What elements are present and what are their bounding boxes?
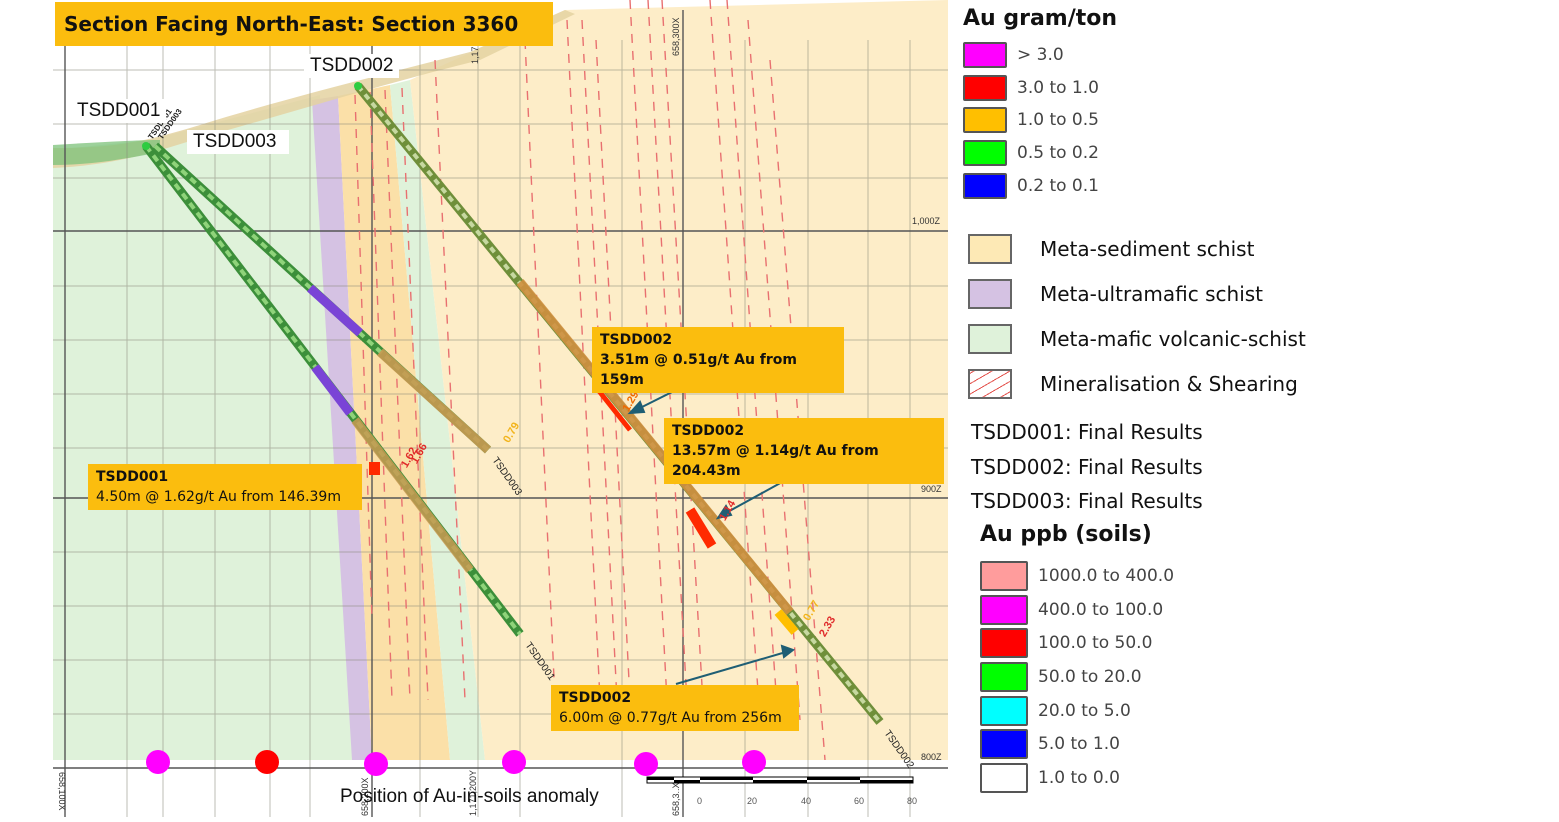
soil-point [146,750,170,774]
cross-section-view: 1.29 1.62 1.66 0.79 1.14 0.77 2.33 TSDD0… [53,0,948,817]
svg-text:80: 80 [907,796,917,806]
scale-bar: 0 20 40 60 80 [646,776,917,806]
swatch-blue [980,729,1028,760]
swatch-meta-mafic [968,323,1012,354]
legend-item: 0.2 to 0.1 [963,169,1117,202]
intercept-callout: TSDD002 3.51m @ 0.51g/t Au from 159m [592,327,844,393]
swatch-orange [963,107,1007,134]
final-results-item: TSDD001: Final Results [971,420,1203,444]
final-results-list: TSDD001: Final Results TSDD002: Final Re… [971,415,1203,519]
soil-point [255,750,279,774]
legend-item: 1.0 to 0.5 [963,104,1117,137]
northing-label: 1,171,200Y [468,770,478,816]
swatch-meta-ultramafic [968,278,1012,309]
drillhole-tsdd001 [142,143,524,637]
legend-title: Au gram/ton [963,6,1118,31]
callout-intercept: 6.00m @ 0.77g/t Au from 256m [559,710,782,726]
collar-label-tsdd002: TSDD002 [304,54,400,78]
swatch-pink [980,560,1028,591]
soil-point [502,750,526,774]
legend-item: Meta-ultramafic schist [968,271,1306,316]
swatch-red [980,628,1028,659]
svg-text:60: 60 [854,796,864,806]
easting-label: 658,100X [57,772,67,811]
final-results-item: TSDD002: Final Results [971,454,1203,479]
intercept-callout: TSDD002 13.57m @ 1.14g/t Au from 204.43m [664,418,944,484]
section-graphic: 1.29 1.62 1.66 0.79 1.14 0.77 2.33 TSDD0… [53,0,948,817]
meta-sediment-strip [338,85,450,760]
elevation-label: 900Z [921,484,942,494]
legend-item: 20.0 to 5.0 [980,694,1174,728]
swatch-mineralisation-hatch [968,368,1012,399]
collar-label-tsdd003: TSDD003 [187,130,289,154]
callout-intercept: 4.50m @ 1.62g/t Au from 146.39m [96,489,341,505]
green-surface-band [53,140,160,165]
legend-au-grade: Au gram/ton > 3.0 3.0 to 1.0 1.0 to 0.5 … [963,6,1117,202]
easting-label: 658,300X [671,17,681,56]
callout-hole: TSDD002 [600,332,673,348]
easting-label: 658,200X [360,777,370,816]
callout-intercept: 13.57m @ 1.14g/t Au from 204.43m [672,443,879,479]
intercept-callout: TSDD001 4.50m @ 1.62g/t Au from 146.39m [88,464,362,510]
svg-text:40: 40 [801,796,811,806]
elevation-label: 800Z [921,752,942,762]
easting-label: 658,3..X [671,782,681,816]
legend-item: 3.0 to 1.0 [963,72,1117,105]
final-results-item: TSDD003: Final Results [971,489,1203,513]
legend-item: 1000.0 to 400.0 [980,559,1174,593]
assay-high-grade [369,462,380,475]
swatch-cyan [980,695,1028,726]
legend-soils: Au ppb (soils) 1000.0 to 400.0 400.0 to … [980,522,1174,795]
soil-point [634,752,658,776]
legend-item: Meta-sediment schist [968,226,1306,271]
meta-ultramafic-zone [312,96,372,760]
legend-item: Meta-mafic volcanic-schist [968,316,1306,361]
swatch-green [963,140,1007,167]
swatch-meta-sediment [968,233,1012,264]
swatch-red [963,74,1007,101]
grid-lines [53,40,948,817]
collar-label-tsdd001: TSDD001 [71,99,167,123]
callout-hole: TSDD002 [672,423,745,439]
callout-intercept: 3.51m @ 0.51g/t Au from 159m [600,352,797,388]
callout-hole: TSDD002 [559,690,632,706]
swatch-magenta [980,594,1028,625]
legend-item: 400.0 to 100.0 [980,593,1174,627]
soils-anomaly-caption: Position of Au-in-soils anomaly [340,786,599,807]
swatch-blue [963,172,1007,199]
meta-mafic-zone-middle [390,80,485,760]
legend-item: 100.0 to 50.0 [980,626,1174,660]
swatch-magenta [963,42,1007,69]
legend-item: 50.0 to 20.0 [980,660,1174,694]
legend-item: 1.0 to 0.0 [980,761,1174,795]
legend-item: 0.5 to 0.2 [963,137,1117,170]
elevation-label: 1,000Z [912,216,941,226]
legend-title: Au ppb (soils) [980,522,1152,547]
callout-hole: TSDD001 [96,469,169,485]
drillhole-tsdd003 [151,142,492,454]
legend-item: Mineralisation & Shearing [968,361,1306,406]
legend-item: 5.0 to 1.0 [980,727,1174,761]
northing-label: 1,17 [470,46,480,64]
legend-geology: Meta-sediment schist Meta-ultramafic sch… [968,226,1306,406]
svg-text:20: 20 [747,796,757,806]
swatch-white [980,762,1028,793]
intercept-callout: TSDD002 6.00m @ 0.77g/t Au from 256m [551,685,799,731]
soil-point [364,752,388,776]
svg-text:0: 0 [697,796,702,806]
swatch-green [980,661,1028,692]
soil-anomaly-points [146,750,766,776]
section-title: Section Facing North-East: Section 3360 [55,2,553,46]
legend-item: > 3.0 [963,39,1117,72]
soil-point [742,750,766,774]
drillhole-tsdd002 [354,83,884,725]
